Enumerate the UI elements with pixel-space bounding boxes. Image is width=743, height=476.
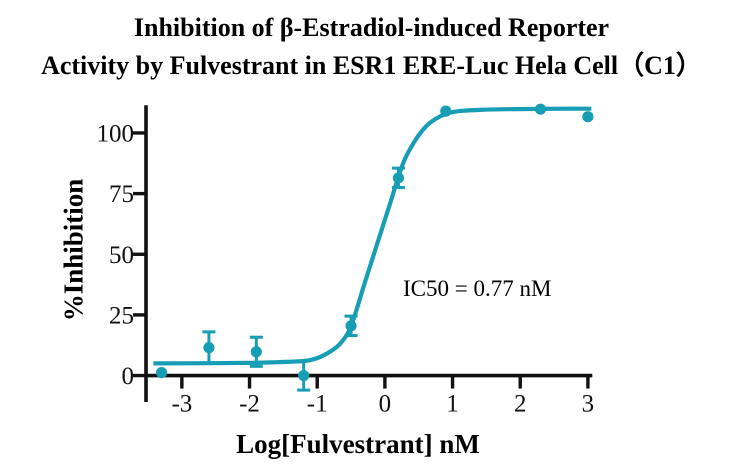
data-point-marker: [250, 346, 262, 358]
y-tick-label: 25: [109, 302, 134, 329]
y-tick-label: 75: [109, 181, 134, 208]
x-tick-label: 0: [379, 391, 392, 418]
chart-title: Inhibition of β-Estradiol-induced Report…: [0, 9, 743, 85]
data-point-marker: [298, 369, 310, 382]
y-tick-label: 50: [109, 242, 134, 269]
y-tick-label: 100: [97, 120, 135, 147]
y-axis-title: %Inhibition: [58, 178, 89, 322]
data-point-marker: [203, 342, 215, 354]
fit-curve: [153, 106, 592, 366]
x-tick-label: 3: [582, 391, 595, 418]
data-point-marker: [440, 105, 452, 117]
ic50-annotation: IC50 = 0.77 nM: [403, 276, 552, 301]
data-point-marker: [582, 111, 594, 123]
x-tick-label: 2: [514, 391, 527, 418]
data-point-marker: [155, 367, 168, 379]
x-tick-label: -3: [171, 391, 192, 418]
data-point-marker: [534, 103, 547, 115]
x-tick-label: -2: [239, 391, 260, 418]
data-point-marker: [392, 172, 405, 184]
data-point-marker: [345, 320, 357, 332]
x-axis-title: Log[Fulvestrant] nM: [236, 429, 480, 459]
y-tick-label: 0: [122, 363, 135, 390]
chart-title-line2: Activity by Fulvestrant in ESR1 ERE-Luc …: [41, 51, 702, 80]
x-tick-label: 1: [446, 391, 459, 418]
x-tick-label: -1: [307, 391, 328, 418]
chart-title-line1: Inhibition of β-Estradiol-induced Report…: [133, 13, 610, 42]
